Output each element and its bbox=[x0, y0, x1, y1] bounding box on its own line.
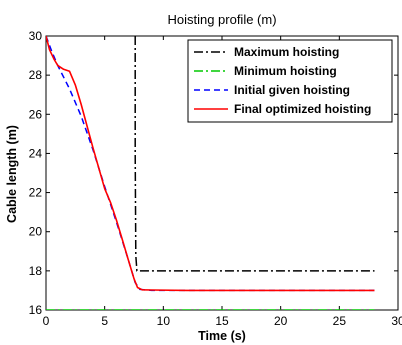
chart-title: Hoisting profile (m) bbox=[167, 12, 276, 27]
series-line-maximum-hoisting bbox=[134, 36, 375, 272]
series-group bbox=[46, 36, 375, 310]
legend-label-minimum-hoisting: Minimum hoisting bbox=[234, 64, 337, 78]
x-tick-label: 25 bbox=[333, 314, 347, 328]
legend-label-final-optimized-hoisting: Final optimized hoisting bbox=[234, 102, 371, 116]
legend-label-initial-given-hoisting: Initial given hoisting bbox=[234, 83, 350, 97]
legend: Maximum hoisting Minimum hoisting Initial … bbox=[187, 39, 393, 123]
x-tick-label: 30 bbox=[391, 314, 402, 328]
y-axis-label: Cable length (m) bbox=[5, 125, 19, 223]
y-tick-label: 20 bbox=[29, 225, 43, 239]
x-axis-label: Time (s) bbox=[198, 329, 246, 343]
y-tick-label: 18 bbox=[29, 264, 43, 278]
y-tick-label: 26 bbox=[29, 107, 43, 121]
y-tick-label: 16 bbox=[29, 303, 43, 317]
legend-label-maximum-hoisting: Maximum hoisting bbox=[234, 45, 339, 59]
y-tick-label: 22 bbox=[29, 186, 43, 200]
series-line-final-optimized-hoisting bbox=[46, 36, 375, 292]
x-tick-label: 20 bbox=[274, 314, 288, 328]
plot-layer: 0 5 10 15 20 25 30 16 18 20 22 24 26 28 30 Maximum hois… bbox=[29, 29, 402, 328]
y-tick-label: 24 bbox=[29, 146, 43, 160]
y-tick-label: 28 bbox=[29, 68, 43, 82]
y-tick-label: 30 bbox=[29, 29, 43, 43]
x-tick-label: 0 bbox=[43, 314, 50, 328]
x-tick-label: 5 bbox=[101, 314, 108, 328]
x-tick-label: 10 bbox=[157, 314, 171, 328]
x-tick-label: 15 bbox=[215, 314, 229, 328]
